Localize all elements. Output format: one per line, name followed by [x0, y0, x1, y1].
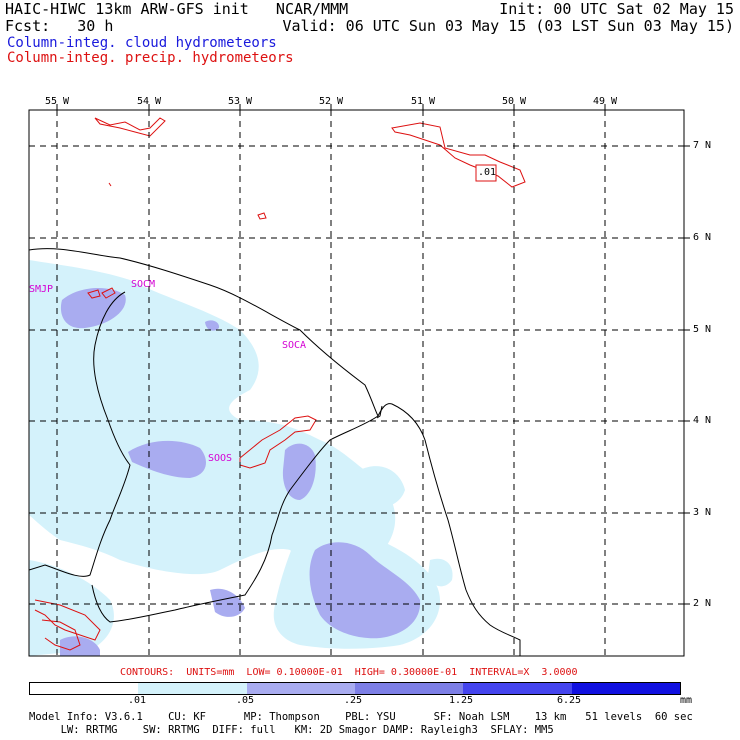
lat-label-7n: 7 N [693, 140, 712, 151]
model-info-line2: LW: RRTMG SW: RRTMG DIFF: full KM: 2D Sm… [29, 724, 554, 736]
contour-info: CONTOURS: UNITS=mm LOW= 0.10000E-01 HIGH… [120, 667, 578, 678]
scale-label-4: 6.25 [557, 695, 582, 706]
scale-label-2: .25 [344, 695, 363, 706]
valid-time: Valid: 06 UTC Sun 03 May 15 (03 LST Sun … [282, 17, 734, 35]
station-soca: SOCA [282, 340, 307, 351]
precip-contours [34, 117, 526, 651]
lon-label-51w: 51 W [411, 96, 436, 107]
scale-label-3: 1.25 [449, 695, 474, 706]
scale-label-1: .05 [236, 695, 255, 706]
scale-swatch-2 [246, 683, 355, 694]
lon-label-52w: 52 W [319, 96, 344, 107]
lat-label-5n: 5 N [693, 324, 712, 335]
scale-units: mm [680, 695, 693, 706]
lon-label-50w: 50 W [502, 96, 527, 107]
color-scale-bar [29, 682, 681, 695]
legend-cloud-hydrometeors: Column-integ. cloud hydrometeors [7, 35, 277, 51]
station-smjp: SMJP [29, 284, 54, 295]
model-title: HAIC-HIWC 13km ARW-GFS init NCAR/MMM [5, 0, 349, 18]
lon-label-55w: 55 W [45, 96, 70, 107]
station-soos: SOOS [208, 453, 233, 464]
lat-label-6n: 6 N [693, 232, 712, 243]
model-info-line1: Model Info: V3.6.1 CU: KF MP: Thompson P… [29, 711, 693, 723]
forecast-hour: Fcst: 30 h [5, 17, 114, 35]
cloud-mid-fill [60, 288, 421, 656]
lon-label-53w: 53 W [228, 96, 253, 107]
legend-precip-hydrometeors: Column-integ. precip. hydrometeors [7, 50, 294, 66]
map-frame [28, 109, 685, 657]
station-socm: SOCM [131, 279, 156, 290]
coastline-borders [29, 248, 521, 656]
scale-swatch-4 [463, 683, 572, 694]
scale-swatch-0 [30, 683, 139, 694]
scale-swatch-3 [354, 683, 464, 694]
lat-label-3n: 3 N [693, 507, 712, 518]
lat-label-2n: 2 N [693, 598, 712, 609]
contour-label-box [475, 164, 497, 182]
lon-label-49w: 49 W [593, 96, 618, 107]
scale-label-0: .01 [128, 695, 147, 706]
scale-swatch-1 [138, 683, 247, 694]
contour-label: .01 [478, 167, 497, 178]
lon-label-54w: 54 W [137, 96, 162, 107]
init-time: Init: 00 UTC Sat 02 May 15 [499, 0, 734, 18]
axis-ticks [56, 104, 690, 605]
lat-label-4n: 4 N [693, 415, 712, 426]
scale-swatch-5 [571, 683, 680, 694]
lat-lon-grid [29, 110, 684, 656]
